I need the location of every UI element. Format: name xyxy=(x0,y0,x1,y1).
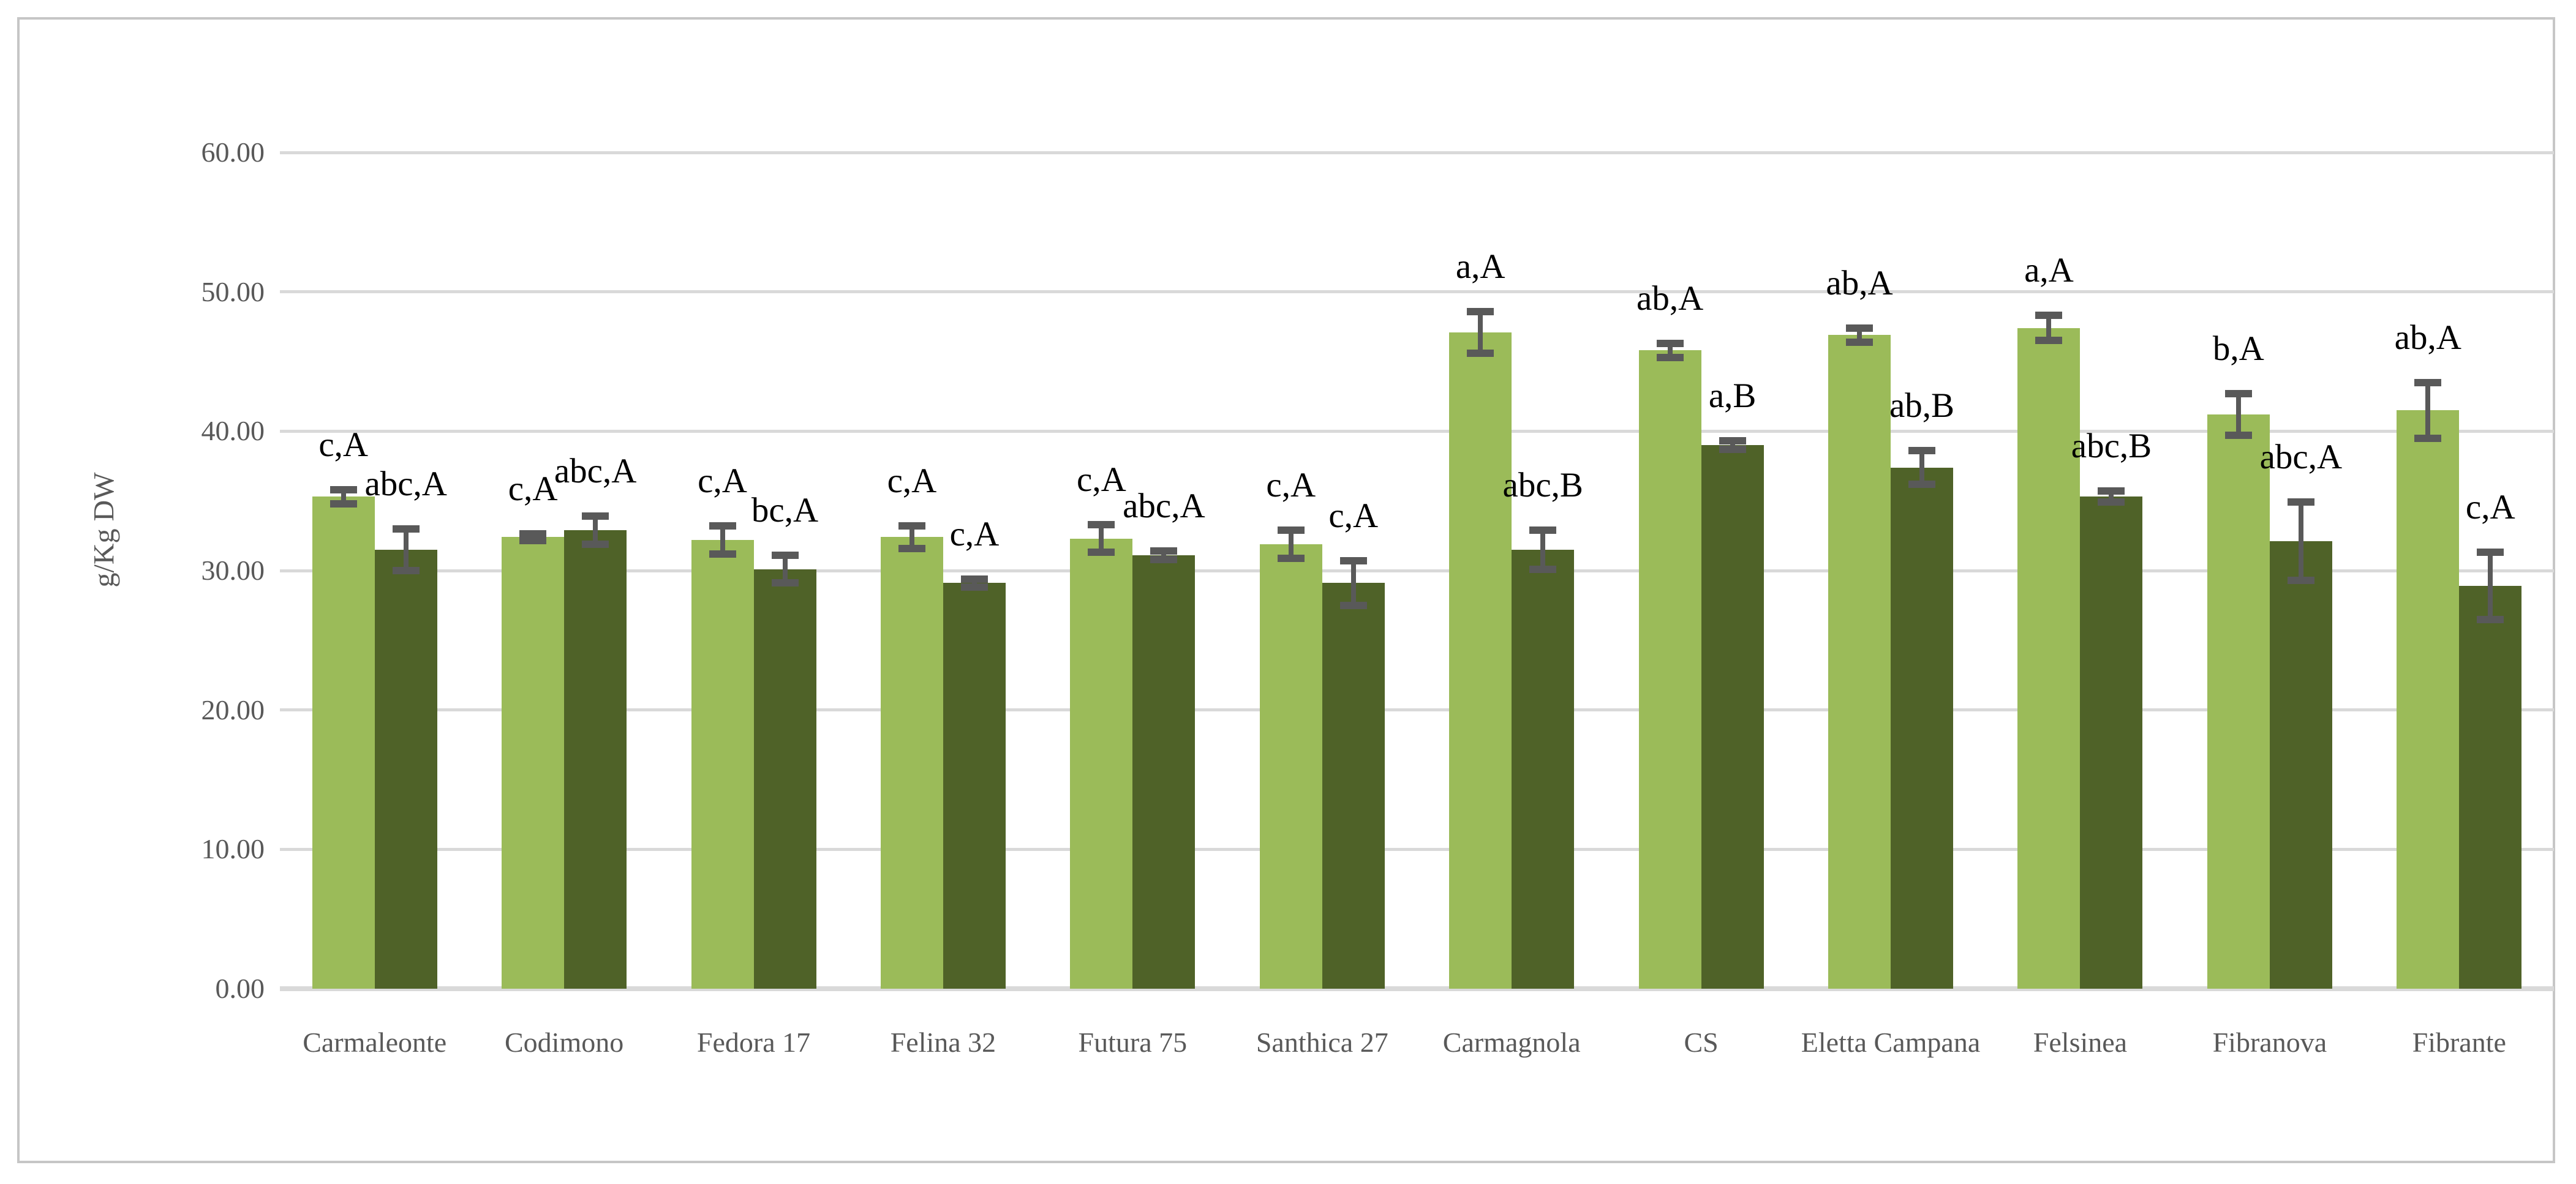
bar-dark xyxy=(564,530,627,989)
significance-label: c,A xyxy=(949,514,1000,553)
significance-label: c,A xyxy=(318,425,369,464)
category-label: Codimono xyxy=(504,1027,624,1058)
x-axis-line xyxy=(280,986,2554,991)
y-tick-label: 30.00 xyxy=(201,555,265,586)
bar-dark xyxy=(1132,555,1196,989)
significance-label: ab,A xyxy=(1826,263,1893,302)
plot-area: 0.00 10.00 20.00 30.00 40.00 50.00 60.00 c,A abc… xyxy=(201,138,2554,1058)
bar-dark xyxy=(374,549,437,989)
significance-label: c,A xyxy=(1266,465,1316,504)
bar-light xyxy=(312,496,375,989)
category-label: Santhica 27 xyxy=(1256,1027,1388,1058)
significance-label: c,A xyxy=(508,469,558,508)
significance-label: c,A xyxy=(887,462,937,501)
category-label: Fedora 17 xyxy=(696,1027,811,1058)
y-tick-label: 50.00 xyxy=(201,275,265,307)
significance-label: bc,A xyxy=(751,490,819,530)
bar-dark xyxy=(2080,496,2143,989)
significance-label: abc,B xyxy=(1502,465,1583,504)
y-tick-label: 40.00 xyxy=(201,415,265,447)
y-gridline xyxy=(280,569,2554,572)
significance-label: abc,B xyxy=(2071,427,2152,466)
y-tick-label: 0.00 xyxy=(215,973,265,1004)
significance-label: ab,B xyxy=(1889,386,1955,425)
bar-dark xyxy=(2459,586,2522,989)
significance-label: ab,A xyxy=(2394,318,2461,357)
category-label: Eletta Campana xyxy=(1801,1027,1981,1058)
significance-label: a,A xyxy=(1455,247,1505,286)
y-tick-label: 20.00 xyxy=(201,694,265,725)
significance-label: a,B xyxy=(1708,377,1757,416)
category-label: Felina 32 xyxy=(890,1027,996,1058)
bar-dark xyxy=(2269,541,2332,989)
bar-dark xyxy=(1891,467,1954,989)
significance-label: abc,A xyxy=(1123,487,1205,526)
bar-dark xyxy=(1512,549,1575,989)
bar-dark xyxy=(1701,445,1764,989)
bar-light xyxy=(1449,332,1512,989)
y-gridline xyxy=(280,708,2554,712)
significance-label: c,A xyxy=(2465,488,2515,527)
y-gridline xyxy=(280,429,2554,433)
significance-label: c,A xyxy=(698,462,747,501)
y-tick-label: 60.00 xyxy=(201,137,265,168)
category-label: Carmagnola xyxy=(1442,1027,1581,1058)
bar-light xyxy=(1070,538,1133,989)
bar-light xyxy=(2207,414,2270,989)
category-label: CS xyxy=(1684,1027,1719,1058)
category-label: Fibranova xyxy=(2212,1027,2327,1058)
bar-dark xyxy=(943,583,1006,989)
category-label: Fibrante xyxy=(2412,1027,2506,1058)
bar-light xyxy=(502,537,565,989)
significance-label: abc,A xyxy=(364,464,447,503)
significance-label: abc,A xyxy=(554,452,637,491)
significance-label: ab,A xyxy=(1636,279,1704,318)
bar-dark xyxy=(1322,583,1385,989)
y-tick-label: 10.00 xyxy=(201,833,265,865)
category-label: Futura 75 xyxy=(1078,1027,1188,1058)
bar-light xyxy=(880,537,943,989)
significance-label: abc,A xyxy=(2259,438,2343,477)
significance-label: a,A xyxy=(2024,251,2074,290)
y-gridline xyxy=(280,847,2554,851)
bar-light xyxy=(691,539,754,989)
category-label: Carmaleonte xyxy=(303,1027,447,1058)
bar-light xyxy=(1828,335,1891,989)
y-axis-title-area: g/Kg DW xyxy=(55,0,153,1184)
bar-light xyxy=(2017,328,2081,989)
y-gridline xyxy=(280,290,2554,294)
category-label: Felsinea xyxy=(2033,1027,2128,1058)
significance-label: b,A xyxy=(2212,329,2264,368)
significance-label: c,A xyxy=(1328,496,1379,536)
significance-label: c,A xyxy=(1077,460,1126,499)
y-gridline xyxy=(280,151,2554,154)
bar-dark xyxy=(753,569,816,989)
bar-light xyxy=(1259,544,1322,989)
bar-light xyxy=(2397,410,2460,989)
bar-light xyxy=(1638,350,1701,989)
y-axis-title: g/Kg DW xyxy=(88,472,121,588)
